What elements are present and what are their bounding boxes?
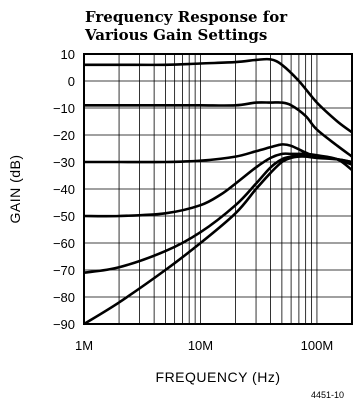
y-tick-label: 0 <box>68 74 75 89</box>
x-axis-label: FREQUENCY (Hz) <box>156 369 281 385</box>
x-tick-label: 1M <box>75 338 93 353</box>
x-tick-label: 100M <box>301 338 334 353</box>
y-tick-label: −30 <box>53 155 75 170</box>
y-tick-label: −50 <box>53 209 75 224</box>
series-line-4 <box>83 152 353 218</box>
y-tick-label: −70 <box>53 263 75 278</box>
y-tick-label: −60 <box>53 236 75 251</box>
series-line-1 <box>84 57 353 134</box>
series-group <box>83 57 353 326</box>
x-tick-labels: 1M 10M 100M <box>75 338 333 353</box>
series-line-6 <box>83 155 353 326</box>
y-tick-label: −20 <box>53 128 75 143</box>
series-line-2 <box>84 101 353 158</box>
y-axis-label: GAIN (dB) <box>7 154 23 223</box>
y-tick-label: −40 <box>53 182 75 197</box>
y-tick-labels: 10 0 −10 −20 −30 −40 −50 −60 −70 −80 −90 <box>53 47 75 332</box>
y-tick-label: 10 <box>61 47 75 62</box>
plot-frame <box>83 53 353 325</box>
grid-lines <box>83 53 353 325</box>
figure-reference: 4451-10 <box>311 390 344 400</box>
y-tick-label: −10 <box>53 101 75 116</box>
y-tick-label: −90 <box>53 317 75 332</box>
series-line-5 <box>83 153 353 274</box>
y-tick-label: −80 <box>53 290 75 305</box>
x-tick-label: 10M <box>188 338 213 353</box>
chart-title: Frequency Response for Various Gain Sett… <box>85 8 288 44</box>
